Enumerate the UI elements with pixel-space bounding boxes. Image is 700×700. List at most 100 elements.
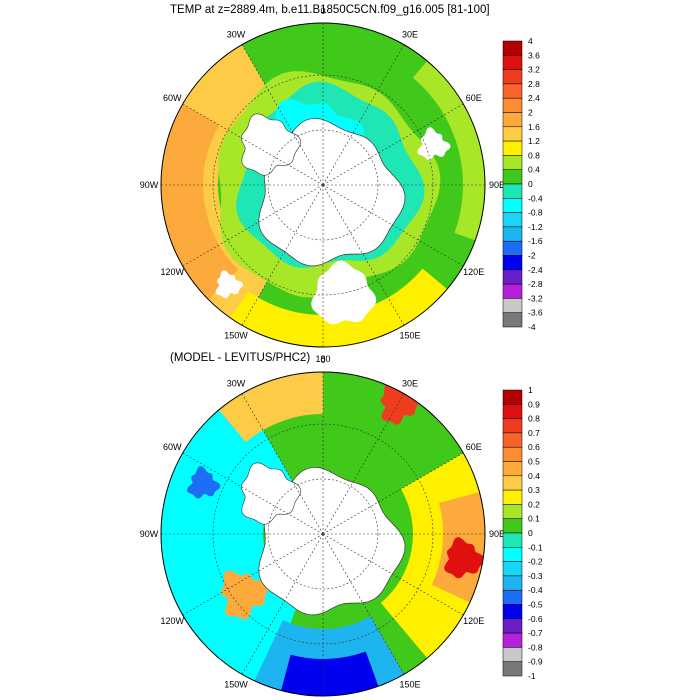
bottom-lon-label: 60E (466, 442, 482, 452)
bottom-colorbar-label: 0.3 (528, 485, 540, 495)
bottom-map-border (160, 371, 486, 697)
bottom-colorbar-label: -0.5 (528, 600, 543, 610)
top-colorbar-label: -0.4 (528, 193, 543, 203)
bottom-colorbar-swatch (502, 561, 523, 577)
bottom-colorbar-label: 0.8 (528, 414, 540, 424)
top-colorbar-swatch (502, 112, 523, 128)
bottom-field (161, 372, 485, 696)
top-lon-label: 150E (399, 331, 420, 341)
top-panel-title: TEMP at z=2889.4m, b.e11.B1850C5CN.f09_g… (170, 4, 490, 16)
top-colorbar-label: 0.8 (528, 150, 540, 160)
bottom-colorbar-swatch (502, 418, 523, 434)
top-colorbar-swatch (502, 212, 523, 228)
bottom-colorbar: 1 0.9 0.8 0.7 0.6 0.5 0.4 0.3 0.2 0.1 0 -0.1 -0.2 -0.… (502, 385, 543, 681)
top-colorbar-label: -2.8 (528, 279, 543, 289)
bottom-colorbar-label: 0.9 (528, 399, 540, 409)
bottom-colorbar-label: 0.6 (528, 442, 540, 452)
bottom-antarctica-land (258, 466, 406, 616)
top-lon-label: 60E (466, 93, 482, 103)
top-colorbar-label: -2 (528, 251, 536, 261)
bottom-lon-label: 150E (399, 680, 420, 690)
bottom-lon-label: 60W (163, 442, 182, 452)
bottom-lon-label: 0 (320, 355, 325, 365)
top-lon-label: 120E (463, 267, 484, 277)
bottom-colorbar-swatch (502, 461, 523, 477)
top-colorbar-swatch (502, 298, 523, 313)
bottom-colorbar-label: 0.7 (528, 428, 540, 438)
top-colorbar-swatch (502, 40, 523, 56)
top-antarctica-land (258, 117, 406, 267)
top-lon-label: 30W (227, 29, 246, 39)
bottom-colorbar-swatch (502, 518, 523, 534)
bottom-colorbar-swatch (502, 604, 523, 620)
top-colorbar-label: -1.6 (528, 236, 543, 246)
top-colorbar: 4 3.6 3.2 2.8 2.4 2 1.6 1.2 0.8 0.4 0 -0.4 -0.8 -1.2 -… (502, 36, 543, 332)
bottom-colorbar-swatch (502, 446, 523, 462)
top-colorbar-swatch (502, 255, 523, 271)
bottom-colorbar-label: 0.4 (528, 471, 540, 481)
top-colorbar-swatch (502, 183, 523, 199)
top-colorbar-label: 2.8 (528, 79, 540, 89)
bottom-colorbar-swatch (502, 475, 523, 491)
bottom-colorbar-swatch (502, 547, 523, 562)
top-colorbar-label: 0.4 (528, 165, 540, 175)
bottom-colorbar-swatch (502, 432, 523, 448)
top-colorbar-swatch (502, 283, 523, 299)
bottom-colorbar-swatch (502, 632, 523, 648)
top-lon-label: 150W (224, 331, 248, 341)
top-colorbar-label: 1.6 (528, 122, 540, 132)
top-colorbar-swatch (502, 140, 523, 156)
bottom-colorbar-label: 1 (528, 385, 533, 395)
top-lon-label: 60W (163, 93, 182, 103)
bottom-colorbar-label: -0.9 (528, 657, 543, 667)
top-polar-map: 0 30E 60E 90E 120E 150E 180 150W 120W 90W 60W 30W (140, 6, 505, 364)
bottom-lon-label: 30E (402, 378, 418, 388)
bottom-colorbar-label: -0.6 (528, 614, 543, 624)
top-lon-label: 0 (320, 6, 325, 16)
bottom-colorbar-label: 0 (528, 528, 533, 538)
top-colorbar-swatch (502, 155, 523, 170)
bottom-colorbar-swatch (502, 618, 523, 634)
top-colorbar-label: 4 (528, 36, 533, 46)
top-map-border (160, 22, 486, 348)
bottom-colorbar-swatch (502, 575, 523, 591)
top-colorbar-swatch (502, 312, 523, 328)
bottom-colorbar-label: 0.5 (528, 457, 540, 467)
top-colorbar-label: 2 (528, 108, 533, 118)
bottom-colorbar-label: -0.2 (528, 557, 543, 567)
top-colorbar-label: -1.2 (528, 222, 543, 232)
top-colorbar-swatch (502, 83, 523, 99)
bottom-panel-title: (MODEL - LEVITUS/PHC2) (170, 352, 311, 364)
top-colorbar-label: 3.2 (528, 65, 540, 75)
bottom-colorbar-label: 0.2 (528, 499, 540, 509)
bottom-colorbar-label: -0.7 (528, 628, 543, 638)
top-colorbar-label: 0 (528, 179, 533, 189)
bottom-colorbar-swatch (502, 532, 523, 548)
bottom-lon-label: 30W (227, 378, 246, 388)
top-colorbar-label: 1.2 (528, 136, 540, 146)
bottom-colorbar-swatch (502, 589, 523, 605)
top-colorbar-label: -2.4 (528, 265, 543, 275)
bottom-polar-map: 0 30E 60E 90E 120E 150E 180 150W 120W 90W 60W 30W (140, 355, 505, 697)
bottom-colorbar-swatch (502, 389, 523, 405)
bottom-colorbar-label: 0.1 (528, 514, 540, 524)
top-lon-label: 30E (402, 29, 418, 39)
top-lon-label: 120W (161, 267, 185, 277)
bottom-lon-label: 90E (489, 529, 505, 539)
top-colorbar-swatch (502, 269, 523, 285)
bottom-lon-label: 150W (224, 680, 248, 690)
top-field (161, 23, 485, 347)
top-colorbar-swatch (502, 226, 523, 242)
top-lon-label: 90E (489, 180, 505, 190)
top-colorbar-label: -3.6 (528, 308, 543, 318)
bottom-colorbar-label: -0.3 (528, 571, 543, 581)
bottom-colorbar-label: -1 (528, 671, 536, 681)
top-colorbar-label: -0.8 (528, 208, 543, 218)
bottom-colorbar-label: -0.8 (528, 642, 543, 652)
bottom-lon-label: 120W (161, 616, 185, 626)
bottom-colorbar-swatch (502, 647, 523, 662)
bottom-colorbar-swatch (502, 504, 523, 519)
top-colorbar-label: -4 (528, 322, 536, 332)
top-colorbar-swatch (502, 55, 523, 70)
